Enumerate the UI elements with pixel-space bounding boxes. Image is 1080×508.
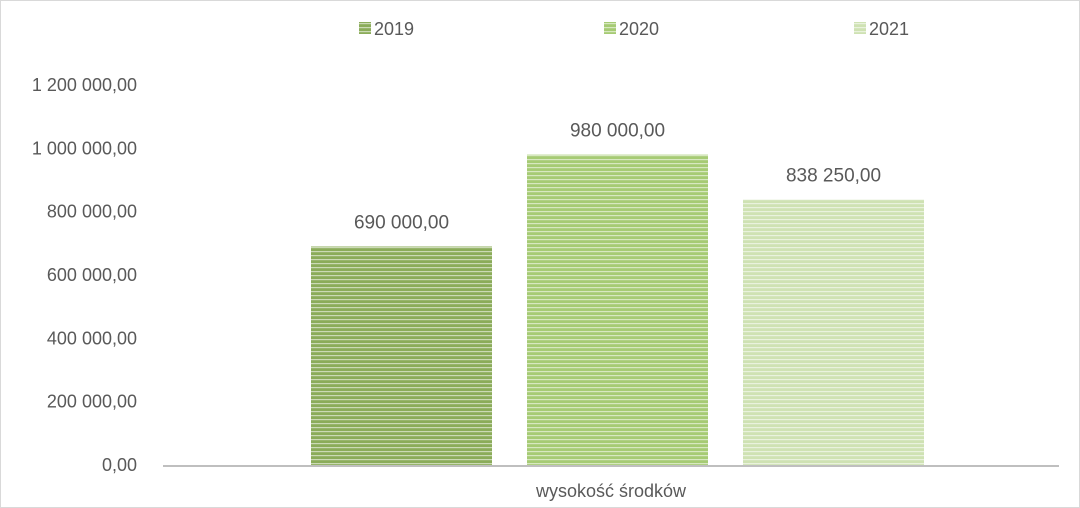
y-tick-label: 200 000,00	[47, 392, 137, 412]
bar-2021	[743, 199, 924, 465]
data-label-2020: 980 000,00	[570, 121, 665, 142]
data-label-2021: 838 250,00	[786, 166, 881, 187]
y-tick-label: 800 000,00	[47, 202, 137, 222]
y-tick-label: 400 000,00	[47, 328, 137, 348]
legend-swatch-2021	[854, 22, 866, 34]
bar-2020	[527, 154, 708, 465]
y-tick-label: 0,00	[102, 455, 137, 475]
y-tick-label: 1 000 000,00	[32, 138, 137, 158]
y-tick-label: 600 000,00	[47, 265, 137, 285]
bar-2019	[311, 246, 492, 465]
legend: 2019 2020 2021	[359, 19, 909, 39]
bars	[311, 154, 924, 465]
legend-label-2021: 2021	[869, 19, 909, 39]
category-label: wysokość środków	[535, 481, 687, 501]
legend-label-2020: 2020	[619, 19, 659, 39]
legend-label-2019: 2019	[374, 19, 414, 39]
legend-swatch-2019	[359, 22, 371, 34]
data-label-2019: 690 000,00	[354, 213, 449, 234]
y-tick-label: 1 200 000,00	[32, 75, 137, 95]
y-axis: 0,00 200 000,00 400 000,00 600 000,00 800 00…	[32, 75, 137, 475]
data-labels: 690 000,00 980 000,00 838 250,00	[354, 121, 881, 234]
x-axis: wysokość środków	[163, 465, 1059, 501]
legend-swatch-2020	[604, 22, 616, 34]
